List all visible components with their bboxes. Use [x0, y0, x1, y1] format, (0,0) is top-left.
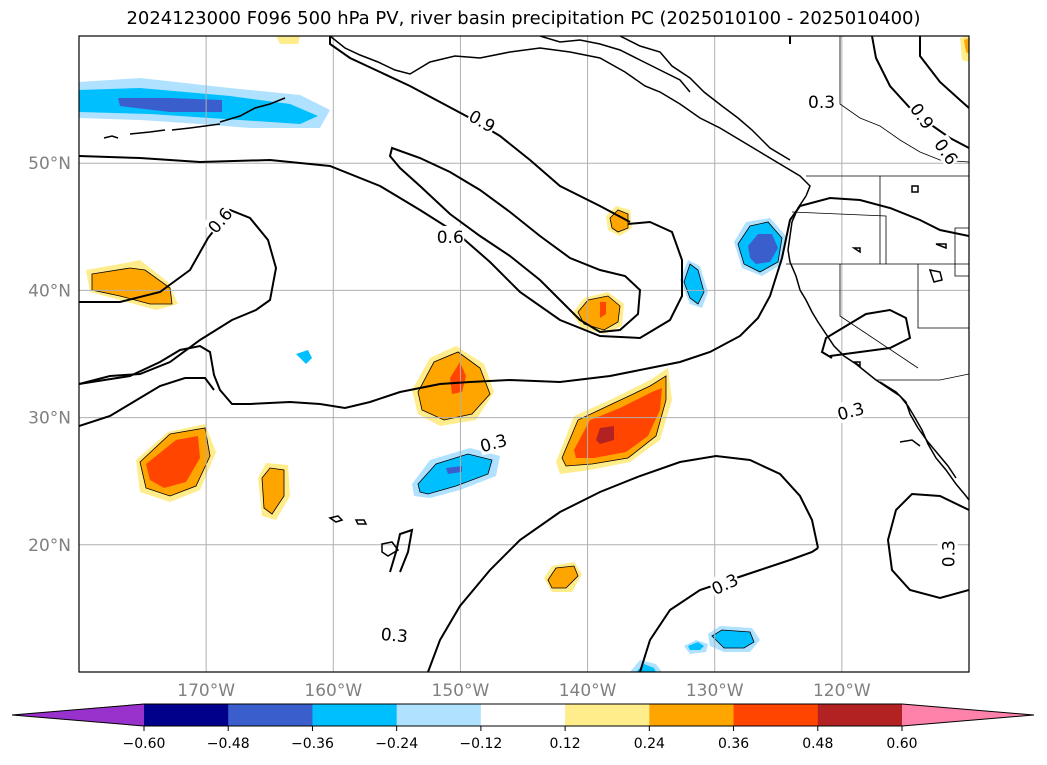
- colorbar-tick-label: 0.48: [802, 736, 833, 752]
- colorbar-segment: [733, 704, 819, 726]
- colorbar-tick-label: −0.60: [123, 736, 166, 752]
- map-background: [79, 36, 969, 672]
- colorbar-segment: [228, 704, 313, 726]
- colorbar-segment: [144, 704, 229, 726]
- longitude-tick-label: 170°W: [177, 681, 235, 701]
- contour-label-bg: [465, 104, 500, 137]
- longitude-tick-label: 120°W: [813, 681, 871, 701]
- political-borders: [786, 36, 969, 381]
- coastlines: [103, 36, 969, 557]
- colorbar: −0.60 −0.48 −0.36 −0.24 −0.12 0.12 0.24 0.36 0.4…: [11, 703, 1035, 752]
- contour-label: 0.3: [807, 91, 836, 113]
- contour-label-text: 0.3: [380, 625, 409, 647]
- map-plot-area: 0.60.90.60.30.3 0.90.60.30.30.30.3: [79, 36, 969, 672]
- longitude-tick-label: 150°W: [432, 681, 490, 701]
- longitude-labels: 170°W 160°W 150°W 140°W 130°W 120°W: [177, 681, 871, 701]
- colorbar-extend-max: [902, 704, 1034, 726]
- colorbar-segment: [480, 704, 566, 726]
- contour-label-bg: [436, 225, 465, 246]
- colorbar-tick-label: −0.36: [291, 736, 334, 752]
- pv-contours: [79, 36, 969, 672]
- colorbar-segment: [817, 704, 903, 726]
- colorbar-tick-label: −0.48: [207, 736, 250, 752]
- contour-label-bg: [379, 622, 410, 646]
- longitude-tick-label: 140°W: [559, 681, 617, 701]
- contour-label-bg: [930, 133, 964, 169]
- latitude-tick-label: 40°N: [28, 281, 71, 301]
- contour-label-text: 0.3: [808, 93, 835, 113]
- contour-label-text: 0.6: [437, 228, 464, 248]
- colorbar-tick-label: 0.60: [886, 736, 917, 752]
- contour-label-bg: [834, 396, 867, 424]
- longitude-tick-label: 130°W: [686, 681, 744, 701]
- colorbar-tick-label: 0.36: [718, 736, 749, 752]
- latitude-tick-label: 50°N: [28, 154, 71, 174]
- latitude-tick-label: 30°N: [28, 409, 71, 429]
- colorbar-tick-label: 0.12: [550, 736, 581, 752]
- latitude-labels: 50°N 40°N 30°N 20°N: [28, 154, 71, 556]
- longitude-tick-label: 160°W: [304, 681, 362, 701]
- contour-label-bg: [707, 568, 742, 599]
- contour-label-bg: [937, 539, 958, 568]
- contour-label-bg: [906, 98, 939, 133]
- colorbar-tick-label: −0.24: [375, 736, 418, 752]
- contour-label-text: 0.3: [940, 540, 960, 567]
- contour-label: 0.3: [379, 622, 410, 647]
- contour-label: 0.3: [937, 539, 960, 568]
- contour-label-bg: [202, 202, 237, 237]
- contour-label-bg: [807, 91, 836, 112]
- map-title: 2024123000 F096 500 hPa PV, river basin …: [126, 8, 921, 29]
- precip-shading: [79, 36, 969, 672]
- latitude-tick-label: 20°N: [28, 536, 71, 556]
- colorbar-segment: [396, 704, 482, 726]
- colorbar-extend-min: [12, 704, 144, 726]
- contour-label-bg: [477, 428, 510, 456]
- contour-label: 0.6: [436, 225, 465, 248]
- colorbar-segment: [649, 704, 735, 726]
- colorbar-segment: [565, 704, 650, 726]
- map-frame: [78, 35, 970, 673]
- colorbar-tick-label: 0.24: [634, 736, 665, 752]
- colorbar-tick-label: −0.12: [459, 736, 502, 752]
- colorbar-segment: [312, 704, 398, 726]
